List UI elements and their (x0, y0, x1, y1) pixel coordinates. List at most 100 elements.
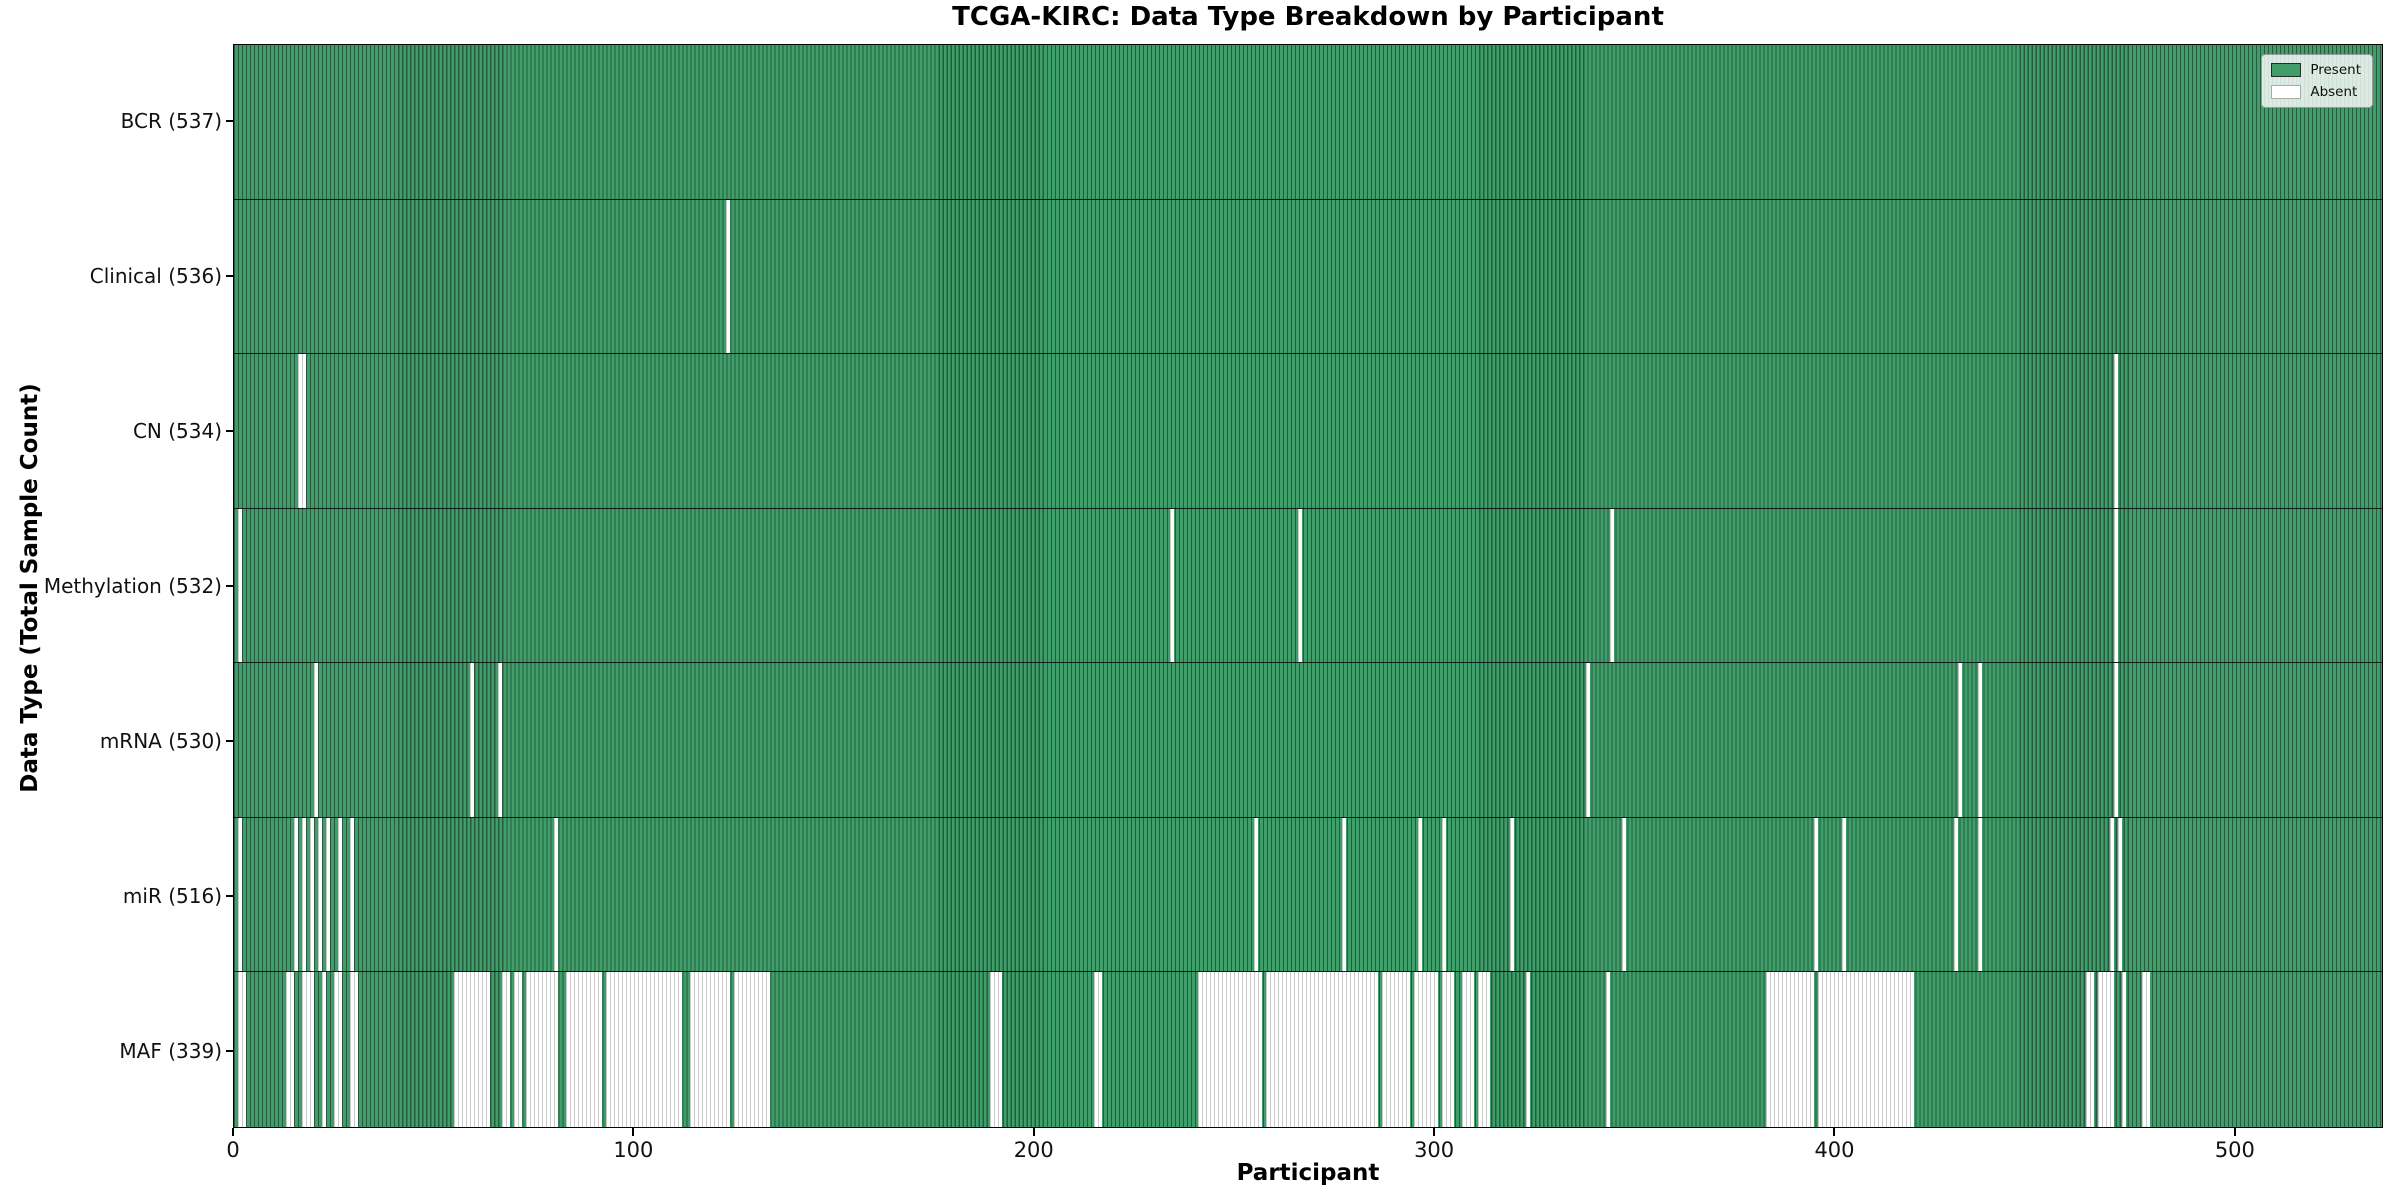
row-Methylation (234, 508, 2382, 664)
absent-segment (338, 817, 342, 972)
absent-segment (554, 817, 558, 972)
legend-swatch-present (2271, 63, 2302, 77)
absent-segment (502, 972, 510, 1127)
y-tick-label-BCR: BCR (537) (120, 109, 222, 134)
absent-segment (1510, 817, 1514, 972)
absent-segment (606, 972, 682, 1127)
absent-segment (726, 199, 730, 354)
absent-segment (1610, 508, 1614, 663)
absent-segment (1526, 972, 1530, 1127)
absent-segment (1418, 817, 1422, 972)
absent-segment (2118, 817, 2122, 972)
x-tick-label-500: 500 (2214, 1138, 2255, 1162)
absent-segment (326, 817, 330, 972)
absent-segment (2110, 817, 2114, 972)
y-tick-mark (226, 275, 233, 278)
y-tick-mark (226, 120, 233, 123)
absent-segment (314, 663, 318, 817)
absent-segment (690, 972, 730, 1127)
legend-label-present: Present (2310, 62, 2361, 78)
absent-segment (350, 972, 358, 1127)
absent-segment (2122, 972, 2126, 1127)
absent-segment (1978, 663, 1982, 817)
absent-segment (1842, 817, 1846, 972)
row-CN (234, 354, 2382, 509)
absent-segment (1954, 817, 1958, 972)
y-tick-label-mRNA: mRNA (530) (99, 728, 222, 753)
x-tick-mark (2233, 1128, 2236, 1136)
absent-segment (1442, 972, 1454, 1127)
y-tick-mark (226, 739, 233, 742)
absent-segment (1622, 817, 1626, 972)
absent-segment (2098, 972, 2114, 1127)
absent-segment (298, 354, 306, 508)
absent-segment (310, 817, 314, 972)
row-mRNA (234, 663, 2382, 818)
plot-area: Present Absent (233, 44, 2383, 1128)
absent-segment (1813, 817, 1818, 972)
absent-segment (1298, 508, 1302, 663)
absent-segment (350, 817, 354, 972)
y-tick-mark (226, 894, 233, 897)
absent-segment (302, 817, 306, 972)
absent-segment (318, 817, 322, 972)
absent-segment (237, 817, 242, 972)
legend: Present Absent (2261, 54, 2373, 108)
x-tick-label-100: 100 (613, 1138, 654, 1162)
row-MAF (234, 972, 2382, 1127)
absent-segment (237, 972, 246, 1127)
absent-segment (566, 972, 602, 1127)
absent-segment (2142, 972, 2150, 1127)
absent-segment (990, 972, 1002, 1127)
absent-segment (2086, 972, 2094, 1127)
absent-segment (498, 663, 502, 817)
absent-segment (1198, 972, 1262, 1127)
x-tick-label-0: 0 (226, 1138, 240, 1162)
x-tick-mark (1833, 1128, 1836, 1136)
absent-segment (1818, 972, 1914, 1127)
legend-swatch-absent (2271, 85, 2302, 99)
x-tick-mark (632, 1128, 635, 1136)
absent-segment (526, 972, 558, 1127)
chart-title: TCGA-KIRC: Data Type Breakdown by Partic… (952, 2, 1664, 32)
absent-segment (1766, 972, 1814, 1127)
x-tick-label-400: 400 (1814, 1138, 1855, 1162)
absent-segment (1170, 508, 1174, 663)
legend-item-absent: Absent (2271, 84, 2361, 100)
absent-segment (1978, 817, 1982, 972)
absent-segment (1094, 972, 1102, 1127)
row-miR (234, 817, 2382, 973)
absent-segment (322, 972, 326, 1127)
absent-segment (334, 972, 342, 1127)
absent-segment (1462, 972, 1474, 1127)
legend-label-absent: Absent (2310, 84, 2358, 100)
absent-segment (470, 663, 474, 817)
absent-segment (302, 972, 314, 1127)
absent-segment (454, 972, 490, 1127)
absent-segment (734, 972, 770, 1127)
absent-segment (294, 817, 298, 972)
row-BCR (234, 45, 2382, 200)
absent-segment (1958, 663, 1962, 817)
x-tick-mark (1433, 1128, 1436, 1136)
legend-item-present: Present (2271, 62, 2361, 78)
y-tick-mark (226, 585, 233, 587)
absent-segment (2114, 508, 2118, 663)
absent-segment (1266, 972, 1378, 1127)
y-tick-label-Methylation: Methylation (532) (43, 574, 222, 598)
absent-segment (1478, 972, 1490, 1127)
absent-segment (1254, 817, 1258, 972)
absent-segment (2114, 354, 2118, 508)
absent-segment (1606, 972, 1610, 1127)
absent-segment (286, 972, 294, 1127)
absent-segment (1442, 817, 1446, 972)
y-tick-label-Clinical: Clinical (536) (89, 264, 222, 289)
x-tick-mark (232, 1128, 234, 1136)
absent-segment (1414, 972, 1438, 1127)
absent-segment (237, 508, 242, 663)
absent-segment (1586, 663, 1590, 817)
y-tick-mark (226, 430, 233, 433)
y-tick-label-miR: miR (516) (122, 883, 222, 908)
y-tick-label-MAF: MAF (339) (119, 1038, 222, 1063)
